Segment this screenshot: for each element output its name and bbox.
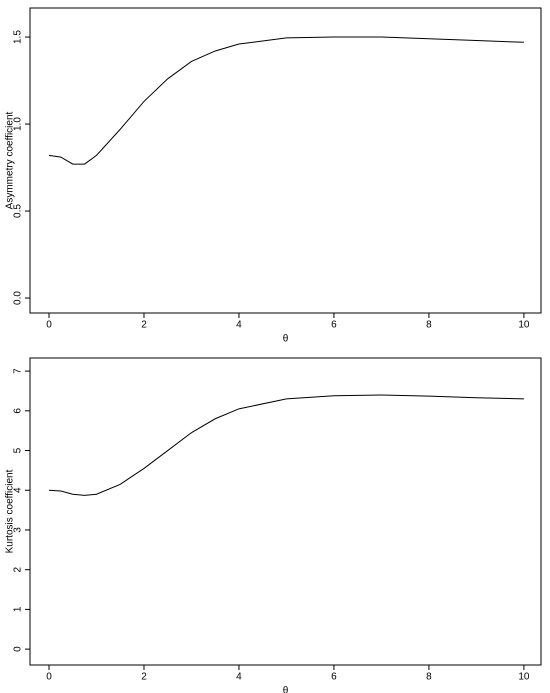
x-tick-label: 8: [426, 320, 432, 331]
y-tick-label: 1.5: [13, 30, 24, 44]
data-line: [48, 36, 524, 165]
x-axis-label: θ: [283, 686, 289, 693]
y-tick-label: 1: [13, 606, 24, 612]
x-tick-label: 2: [141, 672, 147, 683]
y-tick-label: 6: [13, 408, 24, 414]
x-tick-label: 8: [426, 672, 432, 683]
x-axis-label: θ: [283, 334, 289, 345]
y-tick-label: 7: [13, 368, 24, 374]
data-line: [48, 394, 524, 496]
y-tick-label: 1.0: [13, 117, 24, 131]
y-axis-label: Asymmetry coefficient: [5, 111, 16, 209]
y-tick-label: 2: [13, 566, 24, 572]
x-tick-label: 4: [236, 320, 242, 331]
y-tick-label: 0: [13, 646, 24, 652]
x-tick-label: 4: [236, 672, 242, 683]
x-tick-label: 6: [331, 320, 337, 331]
x-tick-label: 0: [46, 320, 52, 331]
y-tick-label: 3: [13, 527, 24, 533]
plot-frame: [29, 7, 542, 314]
x-tick-label: 10: [518, 320, 530, 331]
y-tick-label: 5: [13, 447, 24, 453]
x-tick-label: 10: [518, 672, 530, 683]
x-tick-label: 2: [141, 320, 147, 331]
y-tick-label: 0.5: [13, 204, 24, 218]
y-tick-label: 0.0: [13, 291, 24, 305]
plot-frame: [29, 357, 542, 666]
y-axis-label: Kurtosis coefficient: [5, 469, 16, 553]
x-tick-label: 0: [46, 672, 52, 683]
y-tick-label: 4: [13, 487, 24, 493]
x-tick-label: 6: [331, 672, 337, 683]
